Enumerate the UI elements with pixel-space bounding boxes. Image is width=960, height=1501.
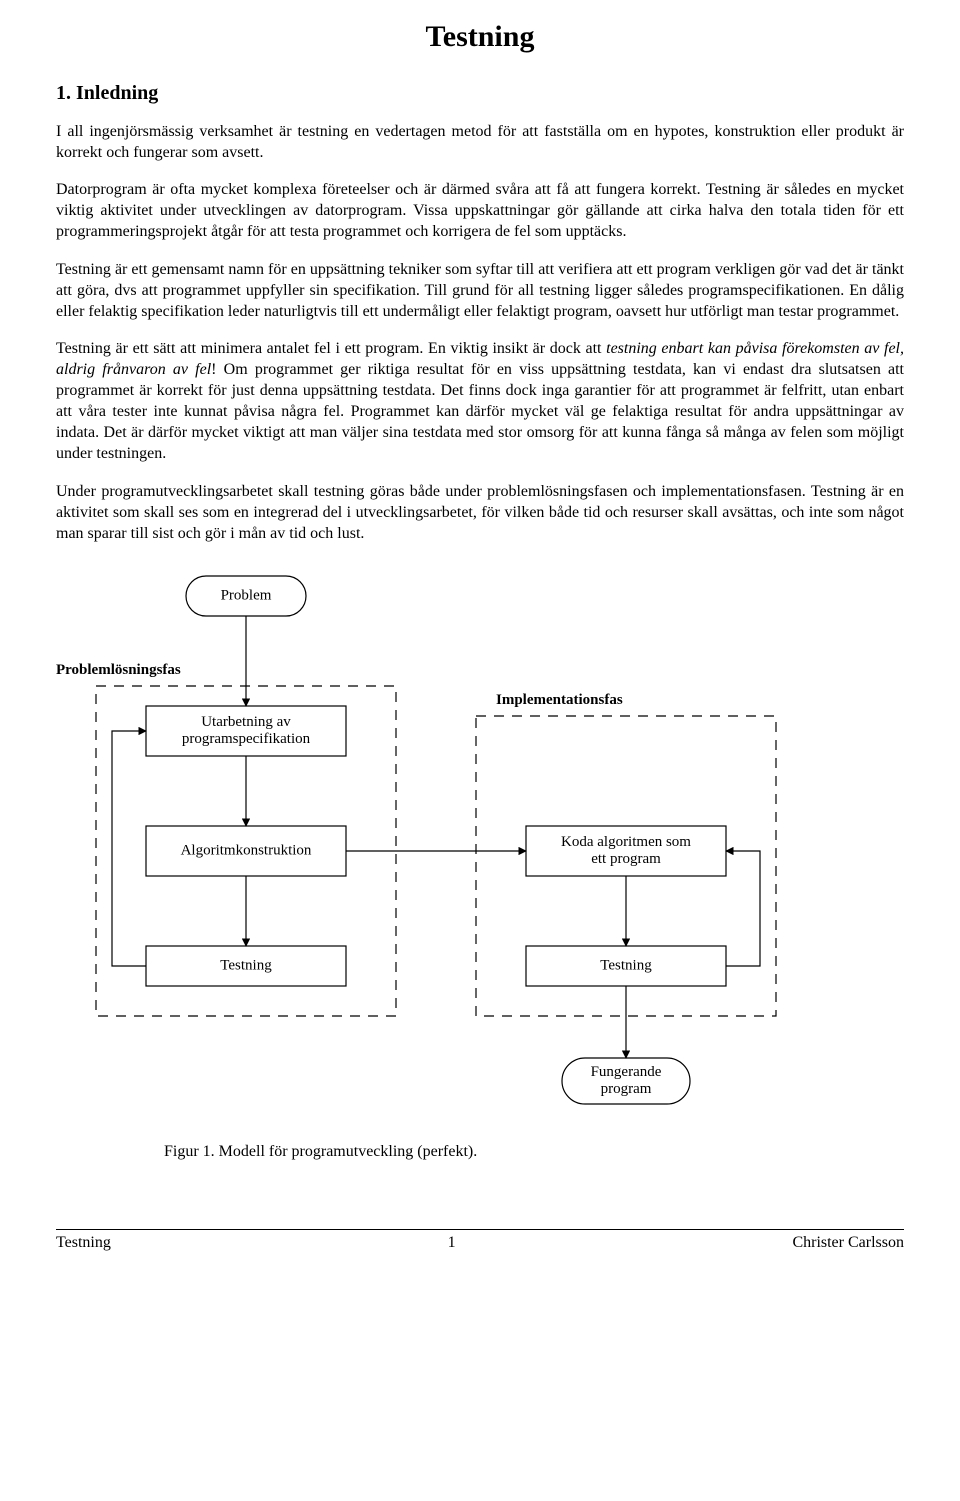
p4-part-a: Testning är ett sätt att minimera antale… [56,340,606,357]
svg-text:Testning: Testning [220,957,272,973]
svg-text:Problemlösningsfas: Problemlösningsfas [56,662,181,678]
svg-text:Koda algoritmen som: Koda algoritmen som [561,834,691,850]
svg-text:programspecifikation: programspecifikation [182,731,311,747]
footer-left: Testning [56,1234,111,1252]
svg-text:Algoritmkonstruktion: Algoritmkonstruktion [181,842,312,858]
page-title: Testning [56,20,904,54]
paragraph-2: Datorprogram är ofta mycket komplexa för… [56,179,904,242]
flowchart-diagram: Problemlösningsfas Implementationsfas Prob… [56,568,904,1133]
section-heading: 1. Inledning [56,82,904,105]
svg-text:Fungerande: Fungerande [591,1064,662,1080]
svg-text:Implementationsfas: Implementationsfas [496,692,623,708]
svg-text:Utarbetning av: Utarbetning av [201,714,291,730]
svg-text:ett program: ett program [591,851,661,867]
svg-text:Testning: Testning [600,957,652,973]
paragraph-1: I all ingenjörsmässig verksamhet är test… [56,121,904,163]
footer-right: Christer Carlsson [792,1234,904,1252]
svg-text:Problem: Problem [221,587,272,603]
flowchart-svg: Problemlösningsfas Implementationsfas Prob… [56,568,904,1128]
figure-caption: Figur 1. Modell för programutveckling (p… [164,1143,904,1161]
paragraph-3: Testning är ett gemensamt namn för en up… [56,259,904,322]
page-footer: Testning 1 Christer Carlsson [0,1230,960,1276]
paragraph-4: Testning är ett sätt att minimera antale… [56,338,904,465]
paragraph-5: Under programutvecklingsarbetet skall te… [56,481,904,544]
svg-text:program: program [601,1081,652,1097]
footer-center: 1 [448,1234,456,1252]
